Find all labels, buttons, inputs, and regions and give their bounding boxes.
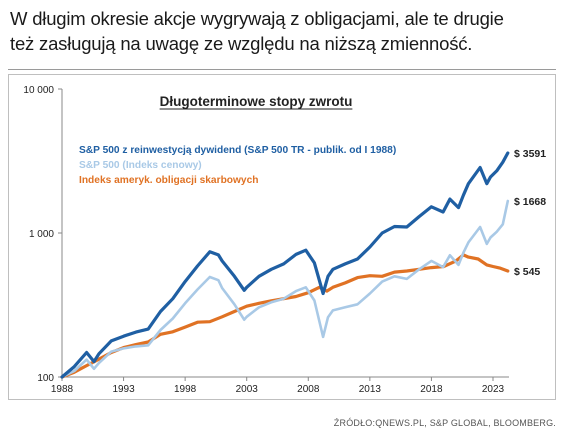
series-layer xyxy=(60,151,510,379)
headline-line-1: W długim okresie akcje wygrywają z oblig… xyxy=(10,8,504,29)
x-tick-label: 2023 xyxy=(482,384,505,395)
series-line-2 xyxy=(60,199,510,379)
legend: S&P 500 z reinwestycją dywidend (S&P 500… xyxy=(79,145,396,186)
returns-chart: Długoterminowe stopy zwrotu 100 1 000 10 0… xyxy=(23,85,546,395)
end-label-2: $ 1668 xyxy=(514,196,546,208)
headline-line-2: też zasługują na uwagę ze względu na niż… xyxy=(10,33,473,54)
y-axis: 100 1 000 10 000 xyxy=(23,85,63,384)
y-tick-label: 10 000 xyxy=(23,85,54,96)
series-line-3 xyxy=(60,253,510,379)
x-tick-label: 2008 xyxy=(297,384,320,395)
headline: W długim okresie akcje wygrywają z oblig… xyxy=(10,6,558,56)
y-tick-label: 100 xyxy=(37,373,54,384)
chart-title: Długoterminowe stopy zwrotu xyxy=(160,94,353,109)
legend-entry-3: Indeks ameryk. obligacji skarbowych xyxy=(79,175,259,186)
x-tick-label: 2018 xyxy=(420,384,443,395)
end-label-1: $ 3591 xyxy=(514,148,546,160)
x-tick-label: 2003 xyxy=(236,384,259,395)
x-tick-label: 1998 xyxy=(174,384,197,395)
chart-panel: Długoterminowe stopy zwrotu 100 1 000 10 0… xyxy=(8,74,556,400)
headline-divider xyxy=(8,69,556,70)
source-note: ŹRÓDŁO:QNEWS.PL, S&P GLOBAL, BLOOMBERG. xyxy=(333,418,556,428)
y-tick-label: 1 000 xyxy=(29,229,54,240)
series-line-1 xyxy=(60,151,510,379)
legend-entry-1: S&P 500 z reinwestycją dywidend (S&P 500… xyxy=(79,145,396,156)
x-tick-label: 1993 xyxy=(112,384,135,395)
x-tick-label: 2013 xyxy=(359,384,382,395)
end-label-3: $ 545 xyxy=(514,266,540,278)
x-tick-label: 1988 xyxy=(51,384,74,395)
x-axis: 1988 1993 1998 2003 2008 2013 2018 2023 xyxy=(51,376,509,395)
legend-entry-2: S&P 500 (Indeks cenowy) xyxy=(79,160,202,171)
end-labels: $ 3591 $ 1668 $ 545 xyxy=(514,148,546,278)
